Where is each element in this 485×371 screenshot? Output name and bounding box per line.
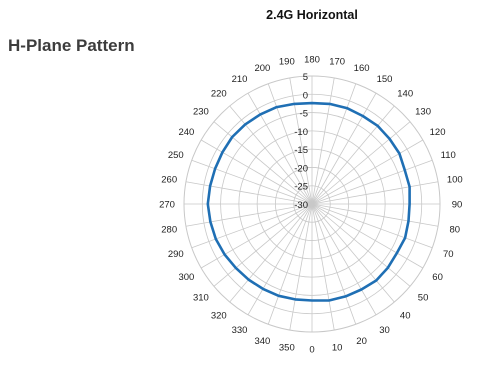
radial-tick-label: -10 <box>294 127 308 138</box>
angle-tick-label: 190 <box>279 57 295 68</box>
grid-spoke <box>289 203 313 331</box>
angle-tick-label: 120 <box>430 127 446 138</box>
radial-tick-label: -5 <box>300 109 308 120</box>
angle-tick-label: 150 <box>377 74 393 85</box>
grid-spoke <box>311 203 439 227</box>
grid-spoke <box>267 203 313 325</box>
radial-tick-label: -25 <box>294 182 308 193</box>
grid-spoke <box>229 105 313 205</box>
polar-grid <box>183 75 441 333</box>
angle-tick-label: 0 <box>309 345 314 356</box>
angle-tick-label: 320 <box>211 311 227 322</box>
radial-tick-label: -20 <box>294 163 308 174</box>
angle-tick-label: 350 <box>279 342 295 353</box>
angle-tick-label: 60 <box>432 272 443 283</box>
angle-tick-label: 300 <box>178 272 194 283</box>
angle-tick-label: 10 <box>332 342 343 353</box>
angle-tick-label: 220 <box>211 88 227 99</box>
angle-tick-label: 250 <box>168 150 184 161</box>
angle-tick-label: 90 <box>452 200 463 211</box>
grid-spoke <box>247 92 313 205</box>
angle-tick-label: 200 <box>254 63 270 74</box>
angle-tick-label: 100 <box>447 174 463 185</box>
angle-tick-label: 180 <box>304 55 320 66</box>
angle-tick-label: 240 <box>178 127 194 138</box>
grid-spoke <box>311 92 377 205</box>
angle-tick-label: 80 <box>450 225 461 236</box>
angle-tick-label: 30 <box>379 325 390 336</box>
series-layer <box>206 101 411 302</box>
radial-tick-label: 5 <box>303 72 308 83</box>
angle-tick-label: 20 <box>356 336 367 347</box>
radial-tick-label: -30 <box>294 200 308 211</box>
grid-spoke <box>200 203 313 269</box>
angle-tick-label: 70 <box>443 249 454 260</box>
grid-spoke <box>311 203 433 249</box>
radial-tick-label: 0 <box>303 90 308 101</box>
grid-spoke <box>213 121 313 205</box>
grid-spoke <box>185 203 313 227</box>
grid-spoke <box>200 139 313 205</box>
grid-spoke <box>311 121 411 205</box>
grid-spoke <box>191 203 313 249</box>
chart-title: 2.4G Horizontal <box>266 8 358 22</box>
grid-spoke <box>213 203 313 287</box>
grid-spoke <box>185 181 313 205</box>
grid-spoke <box>311 105 395 205</box>
label-layer: 0 102030405060708090100110120130140150160… <box>159 55 463 356</box>
angle-tick-label: 210 <box>232 74 248 85</box>
angle-tick-label: 260 <box>161 174 177 185</box>
grid-spoke <box>191 159 313 205</box>
radial-tick-label: -15 <box>294 145 308 156</box>
angle-tick-label: 290 <box>168 249 184 260</box>
angle-tick-label: 330 <box>232 325 248 336</box>
angle-tick-label: 140 <box>397 88 413 99</box>
angle-tick-label: 130 <box>415 106 431 117</box>
angle-tick-label: 340 <box>254 336 270 347</box>
grid-spoke <box>311 159 433 205</box>
angle-tick-label: 170 <box>329 57 345 68</box>
grid-spoke <box>311 203 357 325</box>
grid-spoke <box>311 139 424 205</box>
grid-spoke <box>311 203 335 331</box>
angle-tick-label: 230 <box>193 106 209 117</box>
angle-tick-label: 40 <box>400 311 411 322</box>
grid-spoke <box>311 77 335 205</box>
grid-spoke <box>267 83 313 205</box>
grid-spoke <box>311 181 439 205</box>
angle-tick-label: 110 <box>441 150 456 161</box>
page-title: H-Plane Pattern <box>8 36 135 55</box>
grid-spoke <box>247 203 313 316</box>
grid-spoke <box>311 203 395 303</box>
angle-tick-label: 50 <box>418 293 429 304</box>
grid-spoke <box>229 203 313 303</box>
grid-spoke <box>311 203 377 316</box>
angle-tick-label: 280 <box>161 225 177 236</box>
grid-spoke <box>289 77 313 205</box>
grid-spoke <box>311 203 424 269</box>
angle-tick-label: 310 <box>193 293 209 304</box>
angle-tick-label: 270 <box>159 200 175 211</box>
grid-spoke <box>311 83 357 205</box>
angle-tick-label: 160 <box>354 63 370 74</box>
grid-spoke <box>311 203 411 287</box>
